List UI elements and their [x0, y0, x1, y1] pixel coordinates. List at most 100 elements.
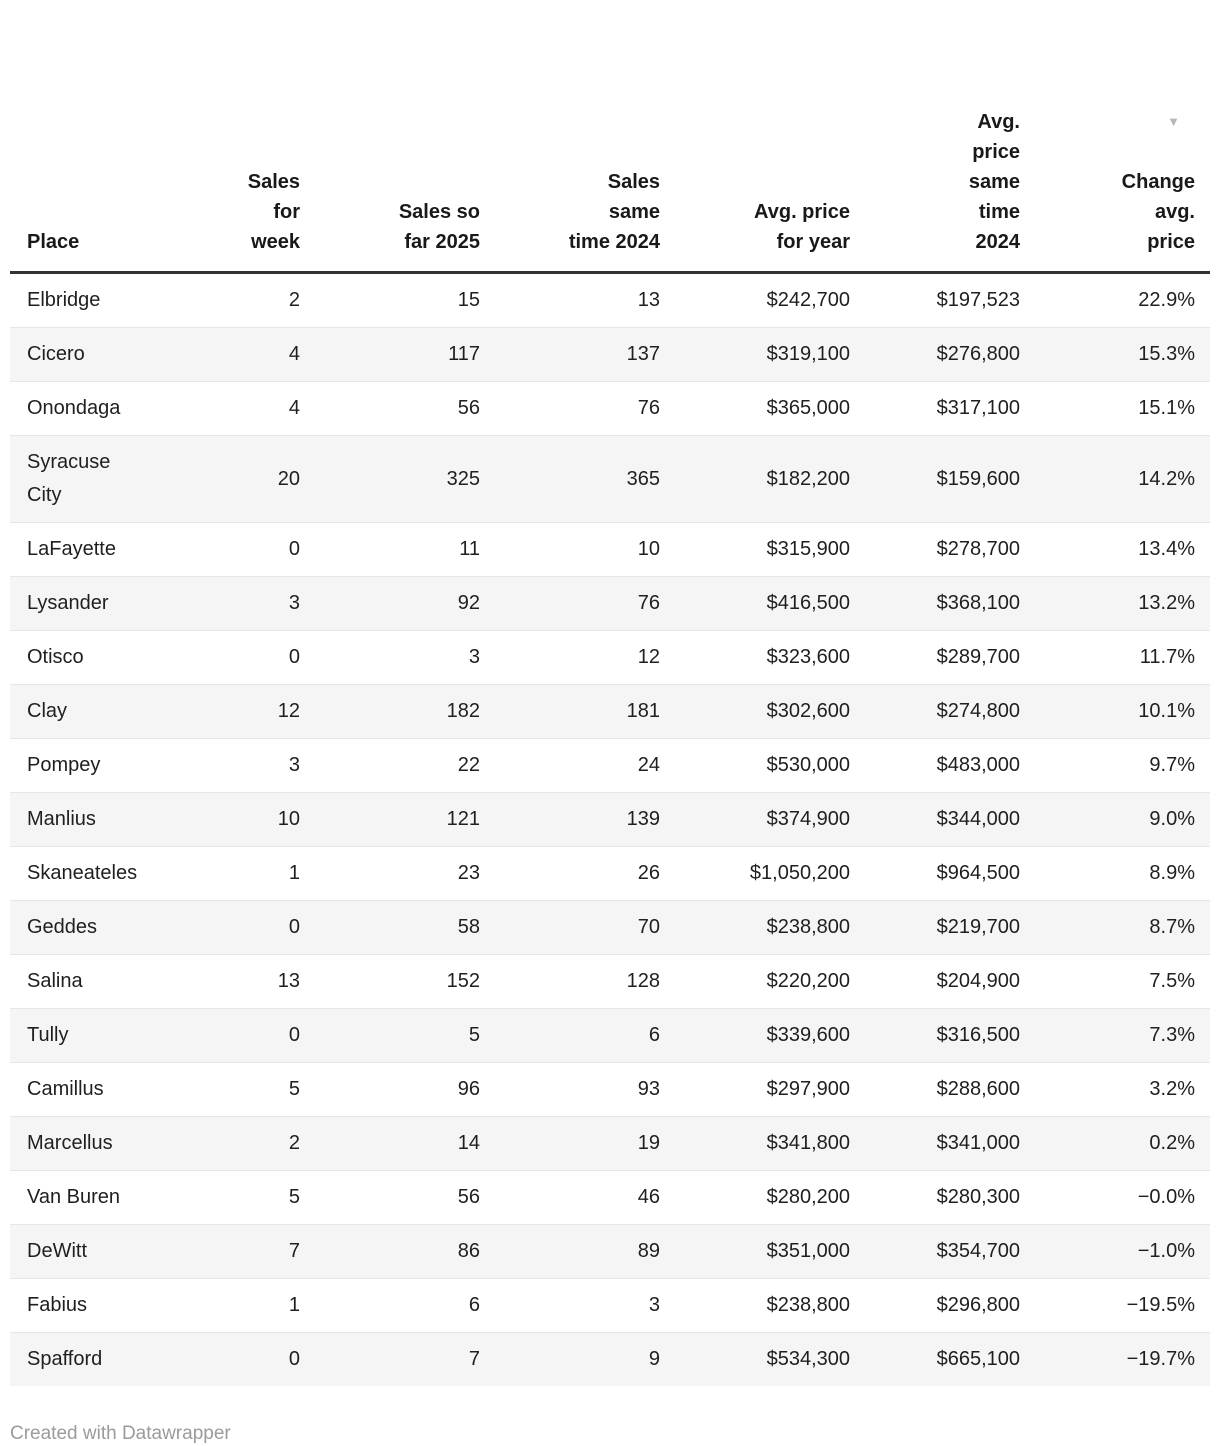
- cell-sales_2025: 3: [468, 646, 480, 668]
- table-row: Skaneateles 1 23 26 $1,050,200 $964,500 8.9%: [10, 846, 1210, 901]
- table-row: LaFayette 0 11 10 $315,900 $278,700 13.4%: [10, 522, 1210, 577]
- cell-avg_price_2024: $280,300: [936, 1186, 1020, 1208]
- cell-change: 15.1%: [1138, 397, 1195, 419]
- cell-sales_2024: 89: [637, 1240, 660, 1262]
- cell-place: Onondaga: [27, 397, 121, 419]
- cell-change: 10.1%: [1138, 700, 1195, 722]
- cell-sales_2025: 117: [448, 343, 480, 365]
- cell-sales_2024: 46: [637, 1186, 660, 1208]
- cell-place: Marcellus: [27, 1132, 113, 1154]
- cell-sales_2025: 152: [446, 970, 480, 992]
- table-row: Salina 13 152 128 $220,200 $204,900 7.5%: [10, 954, 1210, 1009]
- cell-change: −19.5%: [1126, 1294, 1195, 1316]
- cell-sales_week: 3: [288, 754, 300, 776]
- cell-avg_price_year: $319,100: [766, 343, 850, 365]
- table-row: Marcellus 2 14 19 $341,800 $341,000 0.2%: [10, 1116, 1210, 1171]
- column-header-place[interactable]: Place: [10, 0, 220, 274]
- cell-place: Clay: [27, 700, 68, 722]
- cell-sales_week: 3: [288, 592, 300, 614]
- cell-sales_week: 10: [277, 808, 300, 830]
- cell-avg_price_year: $242,700: [766, 289, 850, 311]
- column-header-label: Change avg. price: [1121, 171, 1195, 253]
- column-header-label: Avg. price same time 2024: [968, 111, 1020, 253]
- cell-avg_price_year: $280,200: [766, 1186, 850, 1208]
- table-body: Elbridge 2 15 13 $242,700 $197,523 22.9% Cicero…: [10, 273, 1210, 1386]
- cell-sales_2025: 182: [446, 700, 480, 722]
- table-row: Lysander 3 92 76 $416,500 $368,100 13.2%: [10, 576, 1210, 631]
- cell-change: 9.7%: [1149, 754, 1195, 776]
- cell-sales_week: 12: [277, 700, 300, 722]
- cell-sales_2025: 5: [468, 1024, 480, 1046]
- column-header-sales_week[interactable]: Sales for week: [220, 0, 315, 274]
- cell-sales_2024: 76: [637, 397, 660, 419]
- cell-avg_price_2024: $964,500: [936, 862, 1020, 884]
- cell-sales_2025: 7: [468, 1348, 480, 1370]
- cell-sales_2025: 56: [457, 1186, 480, 1208]
- column-header-label: Avg. price for year: [754, 201, 850, 253]
- table-row: Camillus 5 96 93 $297,900 $288,600 3.2%: [10, 1062, 1210, 1117]
- cell-sales_2024: 10: [637, 538, 660, 560]
- column-header-change[interactable]: ▼ Change avg. price: [1035, 0, 1210, 274]
- cell-change: 13.4%: [1138, 538, 1195, 560]
- cell-avg_price_year: $297,900: [766, 1078, 850, 1100]
- cell-sales_2024: 181: [626, 700, 660, 722]
- cell-change: −1.0%: [1137, 1240, 1195, 1262]
- cell-avg_price_year: $220,200: [766, 970, 850, 992]
- table-row: Geddes 0 58 70 $238,800 $219,700 8.7%: [10, 900, 1210, 955]
- column-header-avg_price_year[interactable]: Avg. price for year: [675, 0, 865, 274]
- cell-avg_price_year: $339,600: [766, 1024, 850, 1046]
- column-header-label: Place: [27, 231, 80, 253]
- table-header: Place Sales for week Sales so far 2025 S…: [10, 0, 1210, 274]
- cell-sales_week: 2: [288, 1132, 300, 1154]
- cell-sales_week: 0: [288, 538, 300, 560]
- cell-sales_2025: 92: [457, 592, 480, 614]
- cell-avg_price_2024: $276,800: [936, 343, 1020, 365]
- column-header-sales_2024[interactable]: Sales same time 2024: [495, 0, 675, 274]
- column-header-label: Sales so far 2025: [398, 201, 480, 253]
- cell-place: LaFayette: [27, 538, 116, 560]
- cell-place: Van Buren: [27, 1186, 121, 1208]
- cell-sales_2024: 365: [626, 467, 660, 490]
- cell-change: 7.3%: [1149, 1024, 1195, 1046]
- cell-sales_2025: 6: [468, 1294, 480, 1316]
- column-header-avg_price_2024[interactable]: Avg. price same time 2024: [865, 0, 1035, 274]
- cell-sales_2024: 93: [637, 1078, 660, 1100]
- cell-change: 11.7%: [1139, 646, 1195, 668]
- cell-sales_week: 7: [288, 1240, 300, 1262]
- cell-avg_price_year: $534,300: [766, 1348, 850, 1370]
- cell-change: 15.3%: [1138, 343, 1195, 365]
- cell-sales_2024: 9: [648, 1348, 660, 1370]
- cell-place: Camillus: [27, 1078, 104, 1100]
- cell-avg_price_year: $365,000: [766, 397, 850, 419]
- cell-sales_week: 20: [277, 467, 300, 490]
- cell-place: Cicero: [27, 343, 85, 365]
- cell-avg_price_2024: $354,700: [936, 1240, 1020, 1262]
- sales-by-place-table: Place Sales for week Sales so far 2025 S…: [10, 0, 1210, 1386]
- cell-avg_price_year: $182,200: [766, 467, 850, 490]
- cell-avg_price_2024: $316,500: [936, 1024, 1020, 1046]
- cell-sales_2024: 137: [626, 343, 660, 365]
- cell-sales_2024: 12: [637, 646, 660, 668]
- cell-avg_price_year: $1,050,200: [749, 862, 850, 884]
- cell-change: 13.2%: [1138, 592, 1195, 614]
- cell-sales_week: 4: [288, 397, 300, 419]
- cell-sales_week: 0: [288, 1024, 300, 1046]
- table-row: Spafford 0 7 9 $534,300 $665,100 −19.7%: [10, 1332, 1210, 1386]
- cell-sales_week: 1: [288, 862, 300, 884]
- cell-sales_2024: 3: [648, 1294, 660, 1316]
- column-header-sales_2025[interactable]: Sales so far 2025: [315, 0, 495, 274]
- sort-descending-icon[interactable]: ▼: [1167, 114, 1180, 129]
- cell-sales_week: 1: [288, 1294, 300, 1316]
- cell-sales_2024: 19: [637, 1132, 660, 1154]
- cell-change: 14.2%: [1138, 467, 1195, 490]
- cell-avg_price_year: $416,500: [766, 592, 850, 614]
- cell-sales_2024: 13: [637, 289, 660, 311]
- table-row: Van Buren 5 56 46 $280,200 $280,300 −0.0%: [10, 1170, 1210, 1225]
- table-row: Pompey 3 22 24 $530,000 $483,000 9.7%: [10, 738, 1210, 793]
- cell-place: Salina: [27, 970, 83, 992]
- cell-sales_2025: 58: [457, 916, 480, 938]
- cell-sales_2024: 6: [648, 1024, 660, 1046]
- cell-sales_2024: 70: [637, 916, 660, 938]
- cell-sales_2025: 11: [459, 538, 480, 560]
- cell-sales_week: 5: [288, 1078, 300, 1100]
